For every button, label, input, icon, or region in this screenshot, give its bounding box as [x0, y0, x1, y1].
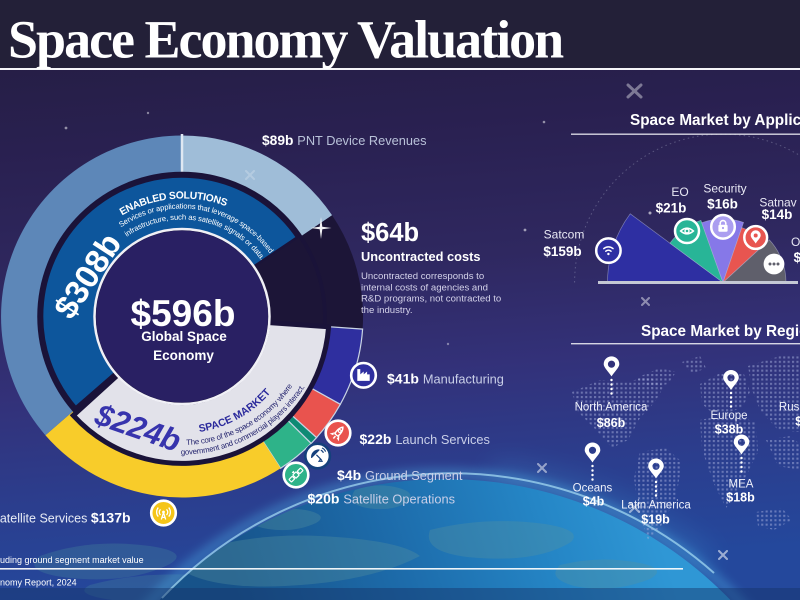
svg-text:$4b Ground Segment: $4b Ground Segment: [337, 467, 463, 483]
svg-text:Satcom: Satcom: [544, 228, 585, 242]
svg-text:R&D programs, not contracted t: R&D programs, not contracted to: [361, 294, 501, 305]
svg-text:North America: North America: [575, 402, 648, 414]
svg-text:Uncontracted corresponds to: Uncontracted corresponds to: [361, 271, 484, 282]
svg-text:EO: EO: [671, 185, 688, 199]
svg-text:$41b Manufacturing: $41b Manufacturing: [387, 371, 504, 387]
svg-text:MEA: MEA: [729, 479, 754, 491]
svg-text:Security: Security: [703, 182, 746, 196]
svg-text:Economy: Economy: [153, 348, 214, 363]
svg-text:$18b: $18b: [726, 491, 755, 505]
svg-text:$19b: $19b: [641, 513, 670, 527]
svg-text:$4b: $4b: [583, 495, 605, 509]
svg-text:$21b: $21b: [656, 201, 687, 216]
svg-text:the industry.: the industry.: [361, 305, 413, 316]
svg-text:$20b Satellite Operations: $20b Satellite Operations: [308, 491, 456, 507]
svg-text:$89b PNT Device Revenues: $89b PNT Device Revenues: [262, 133, 427, 148]
svg-text:$9b: $9b: [795, 415, 800, 429]
svg-text:Europe: Europe: [710, 410, 747, 422]
svg-text:internal costs of agencies and: internal costs of agencies and: [361, 282, 488, 293]
svg-text:Oceans: Oceans: [573, 483, 613, 495]
svg-text:Space Market by Application: Space Market by Application: [630, 112, 800, 129]
svg-text:$59b: $59b: [794, 250, 800, 265]
svg-text:$14b: $14b: [762, 207, 793, 222]
svg-text:$596b: $596b: [131, 293, 236, 334]
svg-text:$16b: $16b: [707, 197, 738, 212]
svg-text:Russia: Russia: [779, 402, 800, 414]
svg-text:$22b Launch Services: $22b Launch Services: [360, 431, 490, 447]
svg-text:$38b: $38b: [715, 423, 744, 437]
svg-text:Uncontracted costs: Uncontracted costs: [361, 249, 480, 264]
svg-text:$86b: $86b: [597, 416, 626, 430]
svg-text:Others: Others: [791, 235, 800, 249]
svg-text:$64b: $64b: [361, 219, 419, 247]
svg-text:Source: Space Economy Report,: Source: Space Economy Report, 2024: [0, 578, 77, 588]
svg-text:Satellite Services $137b: Satellite Services $137b: [0, 510, 131, 526]
svg-text:$159b: $159b: [543, 244, 581, 259]
svg-text:*Excluding ground segment mark: *Excluding ground segment market value: [0, 555, 144, 565]
svg-text:Satnav: Satnav: [759, 196, 796, 210]
svg-text:Space Market by Region: Space Market by Region: [641, 323, 800, 340]
svg-text:Global Space: Global Space: [141, 329, 227, 344]
svg-text:Space Economy Valuation: Space Economy Valuation: [8, 10, 564, 70]
